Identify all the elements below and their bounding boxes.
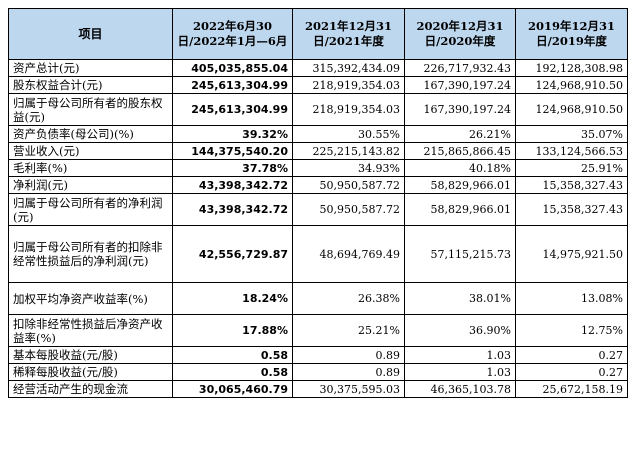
row-label: 稀释每股收益(元/股) [8,363,173,381]
cell-2020: 40.18% [404,159,516,177]
cell-2020: 58,829,966.01 [404,176,516,194]
cell-2021: 0.89 [292,363,405,381]
cell-2020: 46,365,103.78 [404,380,516,398]
row-label: 归属于母公司所有者的股东权益(元) [8,93,173,126]
cell-2022h1: 245,613,304.99 [172,93,293,126]
cell-2021: 0.89 [292,346,405,364]
cell-2020: 36.90% [404,314,516,347]
cell-2020: 1.03 [404,363,516,381]
row-label: 资产负债率(母公司)(%) [8,125,173,143]
row-label: 股东权益合计(元) [8,76,173,94]
table-row: 营业收入(元) 144,375,540.20 225,215,143.82 21… [8,142,628,160]
cell-2021: 25.21% [292,314,405,347]
cell-2019: 15,358,327.43 [515,176,628,194]
row-label: 毛利率(%) [8,159,173,177]
financial-table: 项目 2022年6月30日/2022年1月—6月 2021年12月31日/202… [8,8,628,398]
cell-2019: 14,975,921.50 [515,225,628,283]
cell-2022h1: 37.78% [172,159,293,177]
cell-2022h1: 245,613,304.99 [172,76,293,94]
cell-2019: 124,968,910.50 [515,93,628,126]
table-row: 归属于母公司所有者的净利润(元) 43,398,342.72 50,950,58… [8,193,628,226]
cell-2022h1: 17.88% [172,314,293,347]
cell-2020: 58,829,966.01 [404,193,516,226]
header-col-2020: 2020年12月31日/2020年度 [404,8,516,60]
row-label: 基本每股收益(元/股) [8,346,173,364]
table-row: 经营活动产生的现金流 30,065,460.79 30,375,595.03 4… [8,380,628,398]
cell-2022h1: 405,035,855.04 [172,59,293,77]
cell-2019: 133,124,566.53 [515,142,628,160]
cell-2020: 167,390,197.24 [404,76,516,94]
cell-2019: 124,968,910.50 [515,76,628,94]
cell-2022h1: 30,065,460.79 [172,380,293,398]
row-label: 营业收入(元) [8,142,173,160]
cell-2022h1: 43,398,342.72 [172,176,293,194]
table-row: 毛利率(%) 37.78% 34.93% 40.18% 25.91% [8,159,628,177]
cell-2019: 35.07% [515,125,628,143]
cell-2021: 48,694,769.49 [292,225,405,283]
cell-2021: 218,919,354.03 [292,76,405,94]
cell-2021: 50,950,587.72 [292,176,405,194]
cell-2020: 1.03 [404,346,516,364]
cell-2021: 225,215,143.82 [292,142,405,160]
cell-2019: 192,128,308.98 [515,59,628,77]
cell-2020: 57,115,215.73 [404,225,516,283]
cell-2021: 315,392,434.09 [292,59,405,77]
cell-2019: 12.75% [515,314,628,347]
cell-2019: 25.91% [515,159,628,177]
cell-2022h1: 39.32% [172,125,293,143]
cell-2021: 30,375,595.03 [292,380,405,398]
cell-2019: 15,358,327.43 [515,193,628,226]
table-row: 扣除非经常性损益后净资产收益率(%) 17.88% 25.21% 36.90% … [8,314,628,347]
row-label: 归属于母公司所有者的扣除非经常性损益后的净利润(元) [8,225,173,283]
header-col-2022h1: 2022年6月30日/2022年1月—6月 [172,8,293,60]
cell-2022h1: 0.58 [172,363,293,381]
cell-2020: 38.01% [404,282,516,315]
table-row: 归属于母公司所有者的股东权益(元) 245,613,304.99 218,919… [8,93,628,126]
cell-2021: 50,950,587.72 [292,193,405,226]
header-item: 项目 [8,8,173,60]
cell-2019: 0.27 [515,363,628,381]
table-row: 加权平均净资产收益率(%) 18.24% 26.38% 38.01% 13.08… [8,282,628,315]
cell-2021: 218,919,354.03 [292,93,405,126]
row-label: 经营活动产生的现金流 [8,380,173,398]
table-row: 资产总计(元) 405,035,855.04 315,392,434.09 22… [8,59,628,77]
cell-2020: 215,865,866.45 [404,142,516,160]
row-label: 加权平均净资产收益率(%) [8,282,173,315]
cell-2022h1: 0.58 [172,346,293,364]
row-label: 资产总计(元) [8,59,173,77]
cell-2019: 0.27 [515,346,628,364]
cell-2020: 167,390,197.24 [404,93,516,126]
table-header-row: 项目 2022年6月30日/2022年1月—6月 2021年12月31日/202… [8,8,628,60]
table-row: 归属于母公司所有者的扣除非经常性损益后的净利润(元) 42,556,729.87… [8,225,628,283]
header-col-2021: 2021年12月31日/2021年度 [292,8,405,60]
cell-2021: 34.93% [292,159,405,177]
table-row: 净利润(元) 43,398,342.72 50,950,587.72 58,82… [8,176,628,194]
cell-2022h1: 43,398,342.72 [172,193,293,226]
cell-2021: 26.38% [292,282,405,315]
cell-2019: 25,672,158.19 [515,380,628,398]
row-label: 归属于母公司所有者的净利润(元) [8,193,173,226]
cell-2020: 226,717,932.43 [404,59,516,77]
row-label: 净利润(元) [8,176,173,194]
cell-2022h1: 18.24% [172,282,293,315]
table-row: 稀释每股收益(元/股) 0.58 0.89 1.03 0.27 [8,363,628,381]
header-col-2019: 2019年12月31日/2019年度 [515,8,628,60]
table-row: 资产负债率(母公司)(%) 39.32% 30.55% 26.21% 35.07… [8,125,628,143]
row-label: 扣除非经常性损益后净资产收益率(%) [8,314,173,347]
table-row: 基本每股收益(元/股) 0.58 0.89 1.03 0.27 [8,346,628,364]
cell-2020: 26.21% [404,125,516,143]
cell-2021: 30.55% [292,125,405,143]
table-row: 股东权益合计(元) 245,613,304.99 218,919,354.03 … [8,76,628,94]
cell-2022h1: 144,375,540.20 [172,142,293,160]
cell-2019: 13.08% [515,282,628,315]
cell-2022h1: 42,556,729.87 [172,225,293,283]
